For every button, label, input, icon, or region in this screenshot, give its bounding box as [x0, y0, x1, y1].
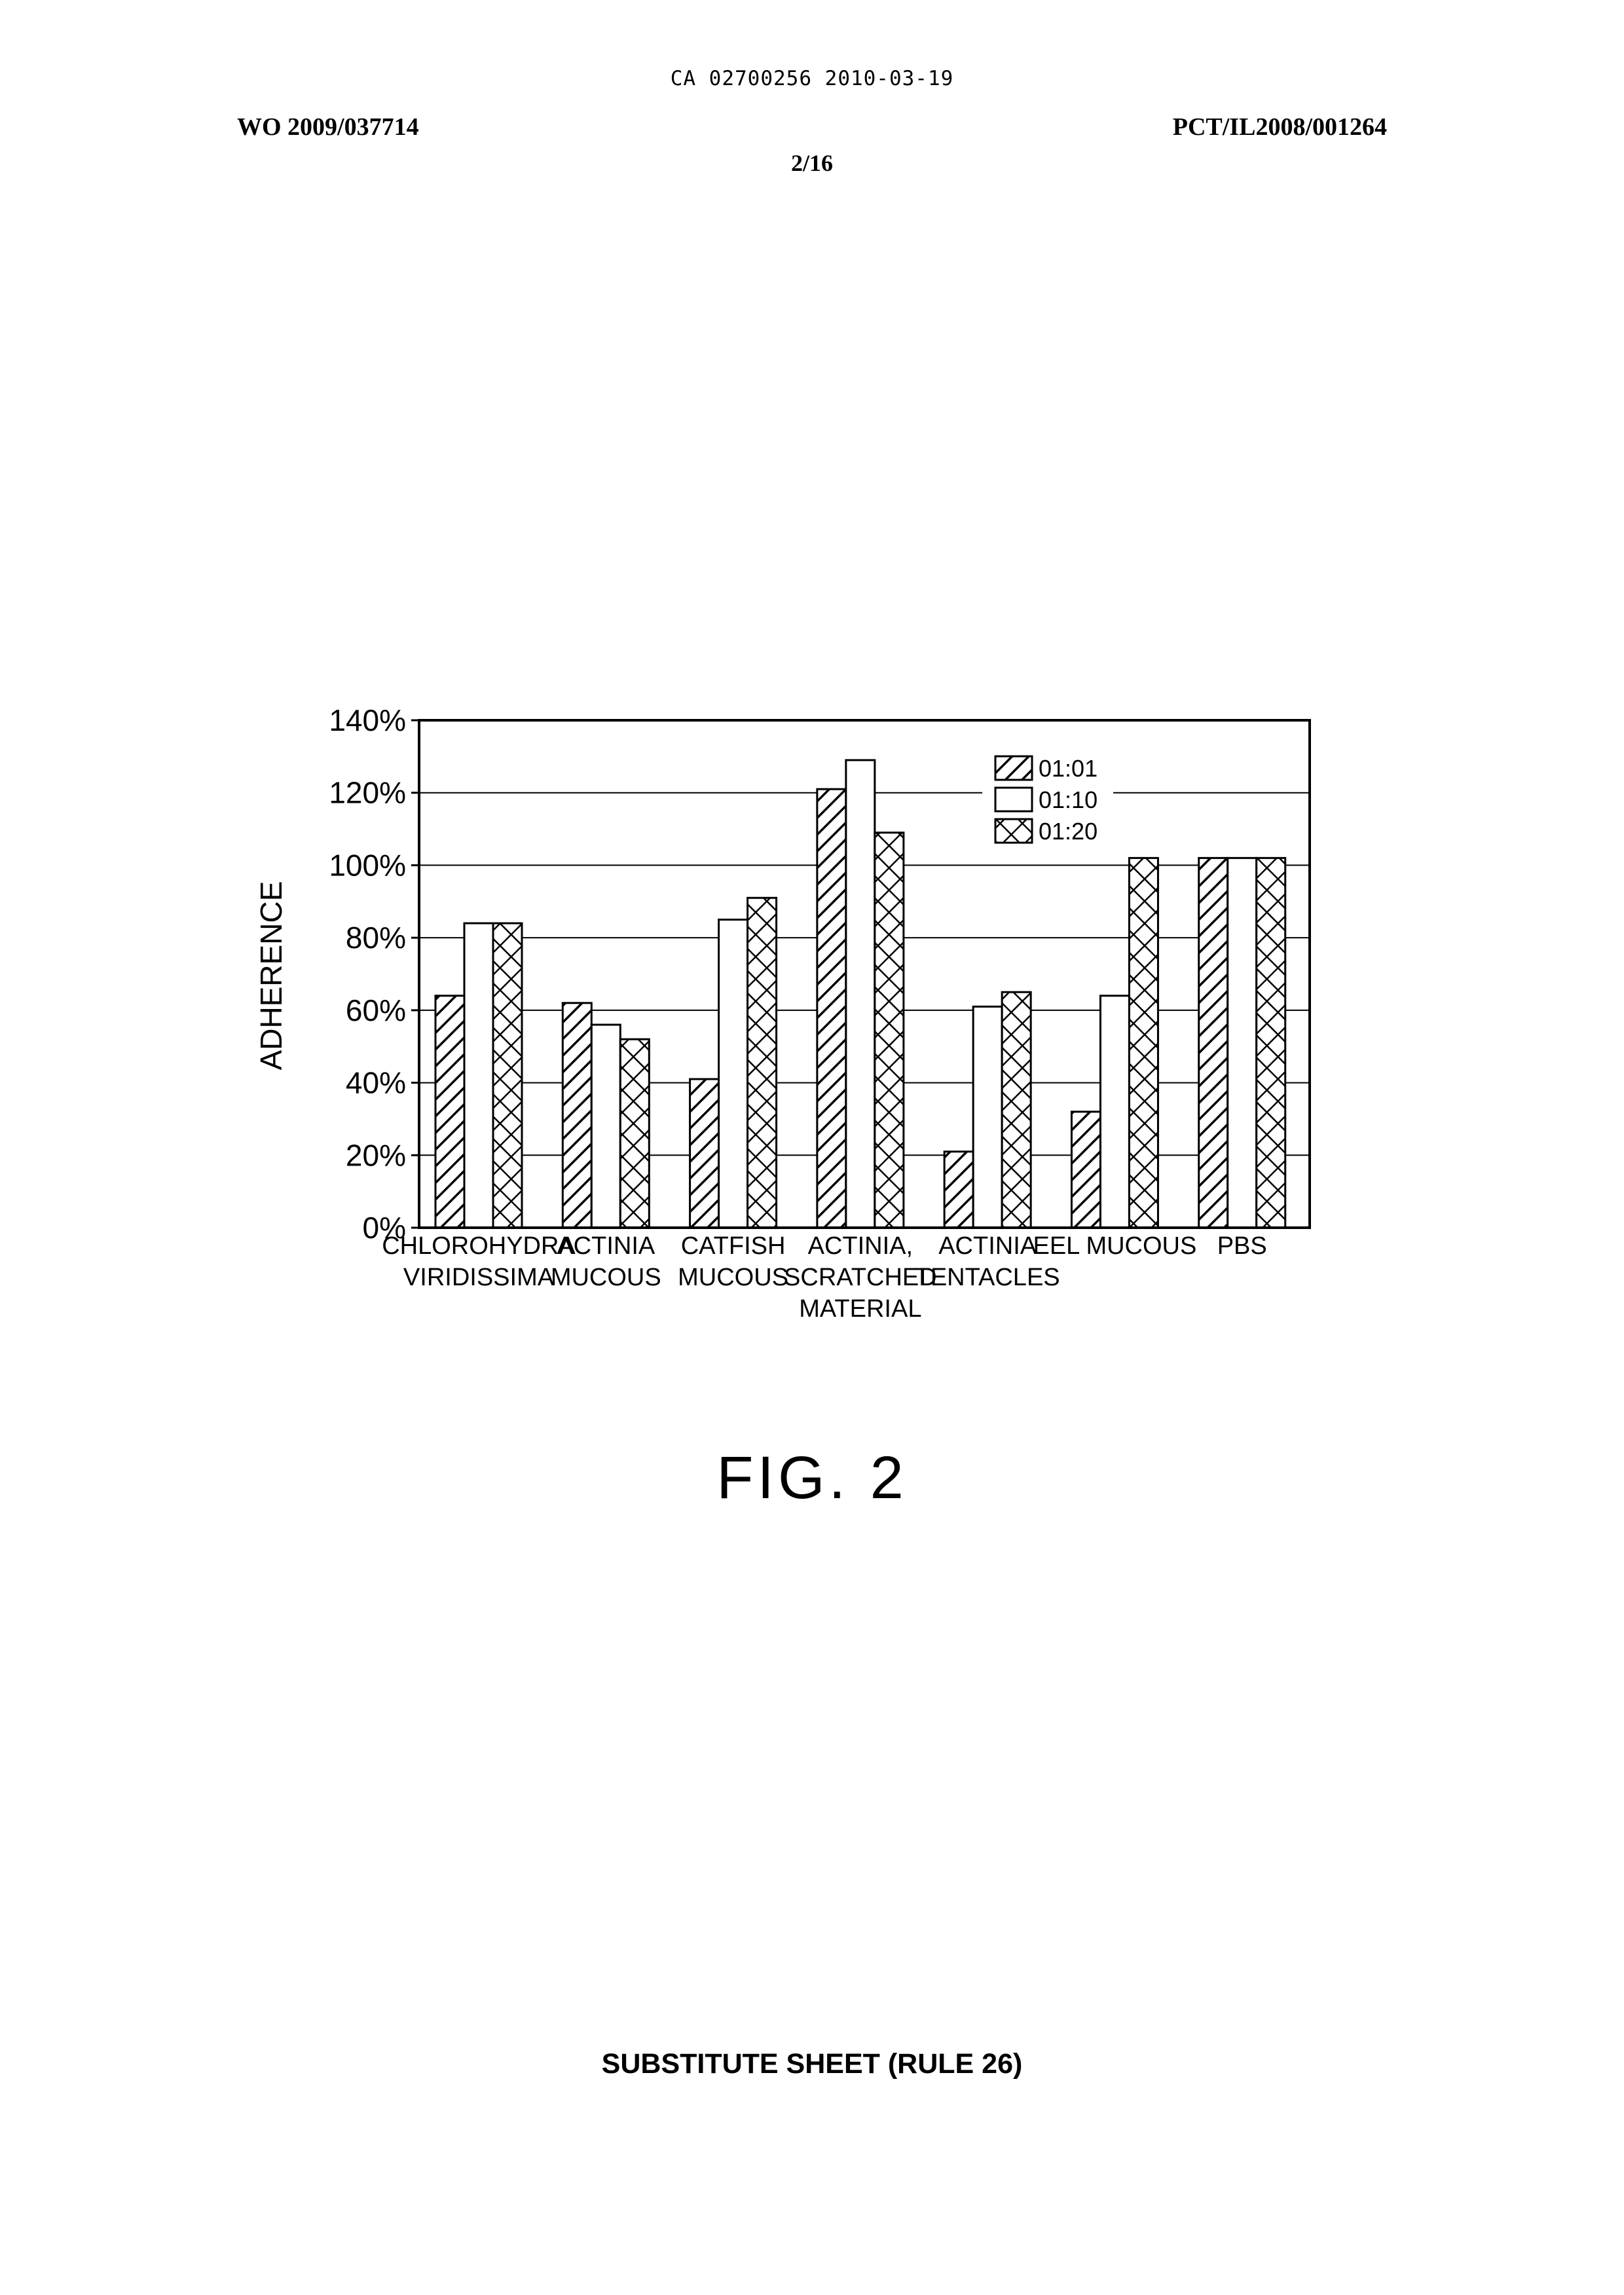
legend-label: 01:20	[1039, 818, 1098, 845]
bar-01-01	[435, 996, 464, 1228]
category-label: MUCOUS	[678, 1264, 788, 1291]
category-label: SCRATCHED	[784, 1264, 937, 1291]
category-label: ACTINIA,	[808, 1232, 913, 1260]
bar-01-20	[1002, 992, 1031, 1228]
legend-swatch	[995, 819, 1032, 843]
adherence-bar-chart: 0%20%40%60%80%100%120%140% CHLOROHYDRAVI…	[0, 0, 1624, 1408]
y-tick-label: 20%	[346, 1138, 406, 1172]
bar-01-20	[748, 898, 777, 1228]
legend: 01:01 01:10 01:20	[982, 748, 1113, 845]
bar-01-10	[1228, 858, 1257, 1228]
y-tick-label: 120%	[329, 776, 406, 810]
bar-01-01	[690, 1079, 719, 1228]
bar-01-10	[1100, 996, 1129, 1228]
category-labels: CHLOROHYDRAVIRIDISSIMAACTINIAMUCOUSCATFI…	[382, 1232, 1267, 1323]
bar-01-01	[944, 1152, 973, 1228]
footer-note: SUBSTITUTE SHEET (RULE 26)	[0, 2048, 1624, 2080]
category-label: MUCOUS	[551, 1264, 661, 1291]
y-tick-label: 140%	[329, 703, 406, 737]
category-label: ACTINIA	[557, 1232, 655, 1260]
bar-01-01	[1199, 858, 1228, 1228]
figure-label: FIG. 2	[0, 1444, 1624, 1513]
legend-label: 01:01	[1039, 755, 1098, 782]
bar-01-10	[719, 919, 748, 1228]
y-tick-label: 100%	[329, 848, 406, 882]
y-axis-label: ADHERENCE	[254, 881, 288, 1071]
y-tick-label: 60%	[346, 993, 406, 1027]
bar-01-10	[846, 760, 875, 1228]
bar-01-10	[591, 1025, 620, 1228]
y-tick-label: 80%	[346, 921, 406, 955]
bar-01-20	[620, 1039, 649, 1228]
category-label: CHLOROHYDRA	[382, 1232, 576, 1260]
bar-01-20	[1257, 858, 1285, 1228]
bar-01-20	[875, 833, 904, 1228]
category-label: ACTINIA	[938, 1232, 1037, 1260]
bar-01-01	[563, 1003, 591, 1228]
bar-01-20	[1129, 858, 1158, 1228]
legend-label: 01:10	[1039, 786, 1098, 813]
legend-swatch	[995, 788, 1032, 811]
y-axis-ticks: 0%20%40%60%80%100%120%140%	[329, 703, 419, 1245]
y-tick-label: 40%	[346, 1066, 406, 1100]
category-label: VIRIDISSIMA	[403, 1264, 555, 1291]
bar-01-10	[973, 1006, 1002, 1228]
category-label: PBS	[1217, 1232, 1267, 1260]
bar-01-20	[493, 923, 522, 1228]
legend-swatch	[995, 756, 1032, 780]
bar-01-01	[1071, 1112, 1100, 1228]
bar-01-01	[817, 789, 846, 1228]
category-label: EEL MUCOUS	[1033, 1232, 1196, 1260]
category-label: CATFISH	[681, 1232, 786, 1260]
bar-01-10	[464, 923, 493, 1228]
bars	[435, 760, 1285, 1228]
category-label: MATERIAL	[799, 1295, 921, 1323]
category-label: TENTACLES	[915, 1264, 1060, 1291]
